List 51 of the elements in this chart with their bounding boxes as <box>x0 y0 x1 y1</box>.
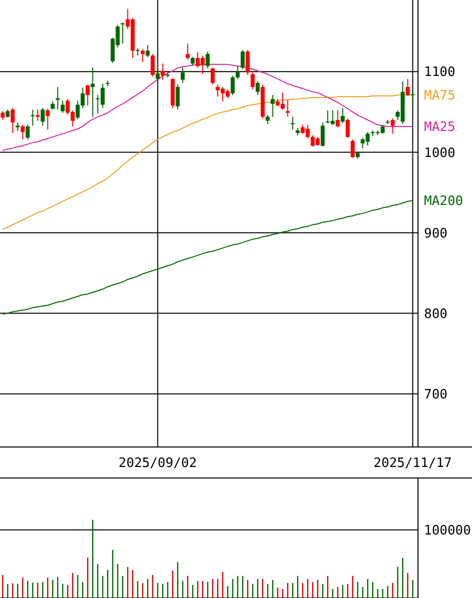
candlestick <box>230 75 235 96</box>
candlestick <box>20 124 25 140</box>
candlestick <box>340 107 345 124</box>
candlestick <box>206 51 210 69</box>
x-tick-label: 2025/09/02 <box>118 456 197 471</box>
candlestick <box>26 124 30 140</box>
candlestick <box>186 42 190 60</box>
candlestick <box>270 94 275 118</box>
candlestick <box>150 53 155 78</box>
candlestick <box>246 49 250 76</box>
candlestick <box>320 122 325 148</box>
candlestick <box>350 138 355 158</box>
candlestick <box>410 91 415 102</box>
candlestick <box>140 48 145 63</box>
y-tick-label: 100000 <box>424 523 471 538</box>
candlestick <box>90 67 95 118</box>
candlestick <box>30 109 35 126</box>
candlestick <box>60 100 65 114</box>
candlestick <box>56 86 60 110</box>
line-series <box>2 200 414 315</box>
candlestick <box>256 80 260 96</box>
candlestick <box>236 66 240 80</box>
candlestick <box>336 110 340 128</box>
candlestick <box>86 84 90 106</box>
series-label: MA25 <box>424 120 456 135</box>
candlestick <box>210 67 215 86</box>
candlestick <box>120 22 125 44</box>
candlestick <box>146 44 150 58</box>
y-tick-label: 800 <box>424 306 448 322</box>
candlestick <box>36 109 40 122</box>
candlestick <box>46 108 50 130</box>
y-tick-label: 900 <box>424 226 448 242</box>
candlestick <box>176 84 180 110</box>
candlestick <box>346 118 350 138</box>
candlestick <box>156 62 160 82</box>
candlestick <box>390 118 395 134</box>
candlestick <box>40 107 45 126</box>
candlestick <box>286 99 290 118</box>
series-label: MA75 <box>424 88 456 104</box>
x-tick-label: 2025/11/17 <box>374 456 452 471</box>
series-label: MA200 <box>424 194 464 210</box>
candlestick <box>406 78 410 96</box>
candlestick <box>290 116 295 130</box>
y-tick-label: 1000 <box>424 146 456 161</box>
candlestick <box>250 72 255 90</box>
candlestick <box>160 63 165 80</box>
y-tick-label: 1100 <box>424 65 456 80</box>
y-tick-label: 700 <box>424 387 448 402</box>
candlestick <box>240 49 245 70</box>
candlestick <box>180 67 185 84</box>
candlestick <box>10 107 15 134</box>
